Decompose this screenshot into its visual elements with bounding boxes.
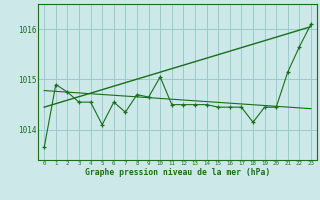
X-axis label: Graphe pression niveau de la mer (hPa): Graphe pression niveau de la mer (hPa) [85,168,270,177]
